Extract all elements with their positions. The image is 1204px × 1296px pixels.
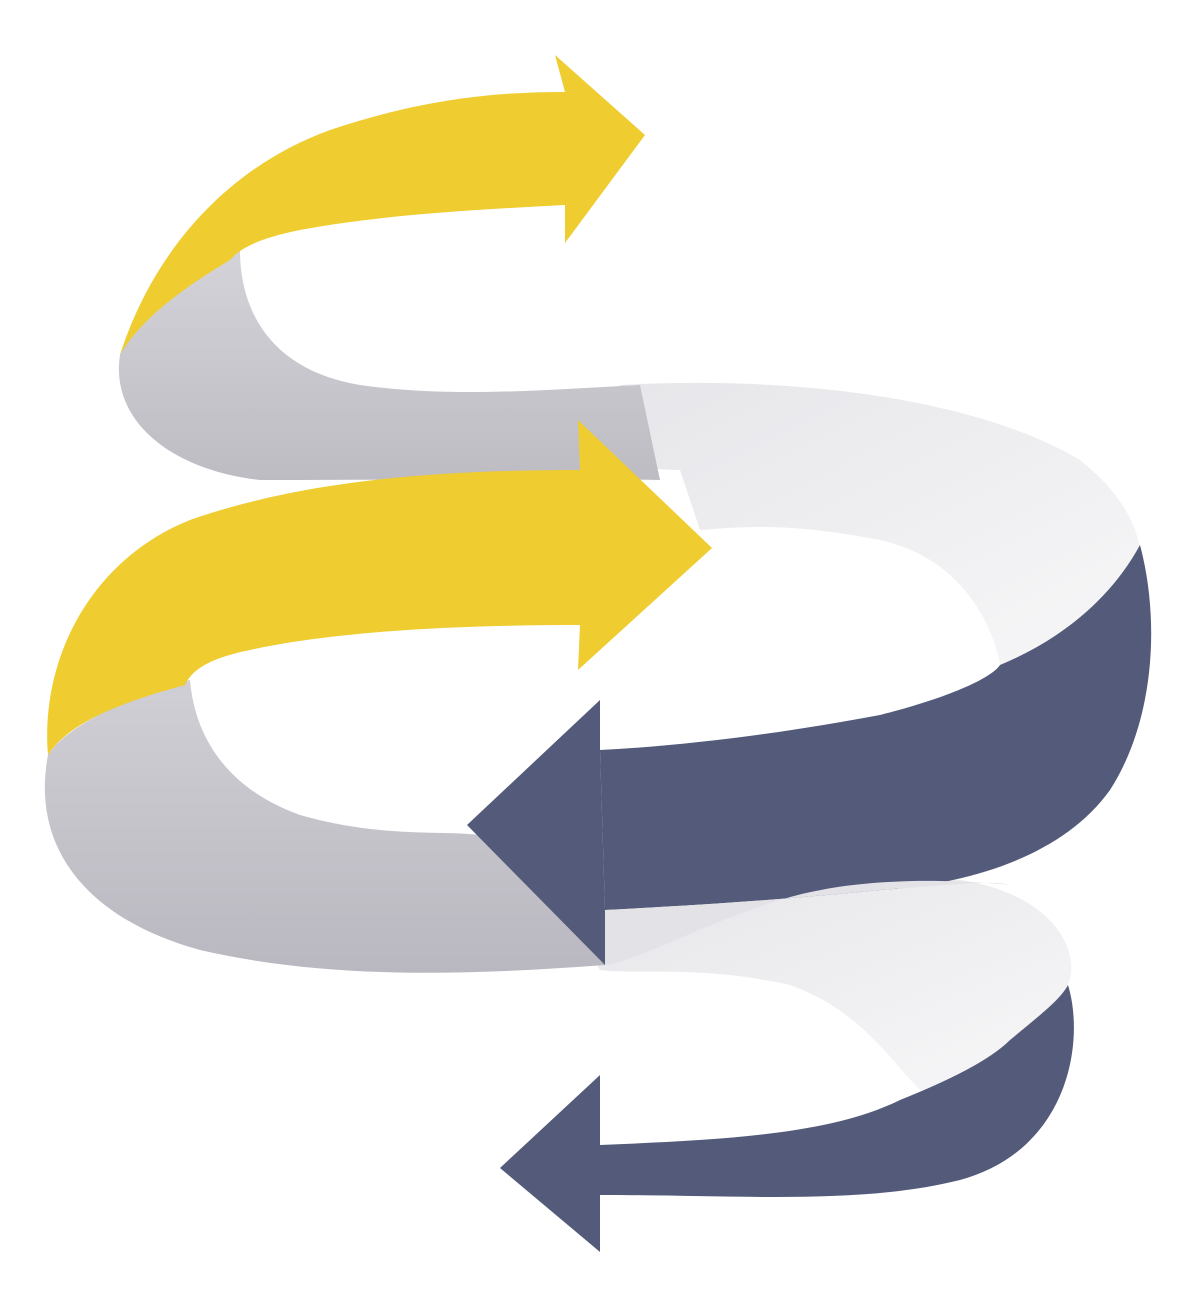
arrow-4-head [500, 1075, 600, 1252]
arrow-1-head [555, 55, 645, 243]
arrow-4-body [600, 985, 1074, 1197]
ribbon-upper-white [580, 382, 1141, 665]
arrow-3-body [600, 545, 1152, 910]
ribbon [44, 55, 1152, 1252]
arrow-2-head [578, 420, 712, 670]
arrow-1-body [120, 92, 565, 355]
ribbon-middle-gray [44, 680, 605, 973]
ribbon-top-gray [118, 250, 660, 480]
arrow-3-head [467, 700, 605, 965]
ribbon-lower-white [605, 880, 1010, 965]
arrow-2-body [47, 470, 580, 755]
